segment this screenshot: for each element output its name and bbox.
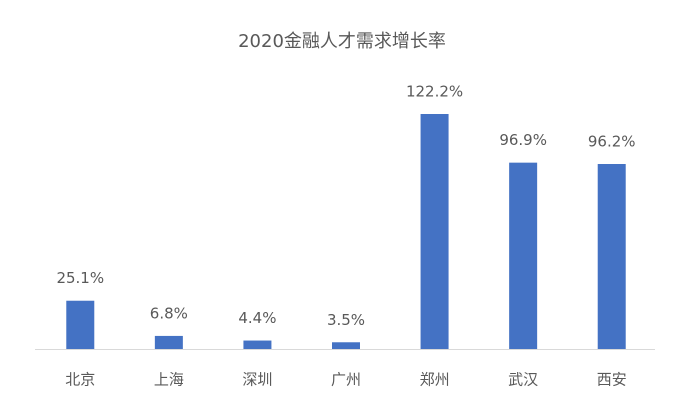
bar: [597, 164, 626, 349]
bar: [66, 300, 95, 349]
x-tick-label: 郑州: [420, 371, 450, 389]
x-tick-label: 北京: [65, 371, 95, 389]
bar: [509, 162, 538, 349]
x-tick-label: 广州: [331, 371, 361, 389]
x-tick-label: 西安: [597, 371, 627, 389]
bar: [154, 335, 183, 349]
data-label: 96.2%: [588, 133, 636, 151]
data-label: 122.2%: [406, 83, 463, 101]
data-label: 96.9%: [499, 131, 547, 149]
bar: [420, 114, 449, 349]
x-tick-label: 武汉: [508, 371, 538, 389]
data-label: 4.4%: [238, 309, 276, 327]
data-label: 3.5%: [327, 311, 365, 329]
data-label: 25.1%: [56, 269, 104, 287]
x-tick-label: 上海: [154, 371, 184, 389]
bar: [332, 342, 360, 349]
chart-title: 2020金融人才需求增长率: [238, 31, 446, 52]
x-tick-label: 深圳: [242, 371, 272, 389]
data-label: 6.8%: [150, 304, 188, 322]
bar: [243, 340, 272, 349]
